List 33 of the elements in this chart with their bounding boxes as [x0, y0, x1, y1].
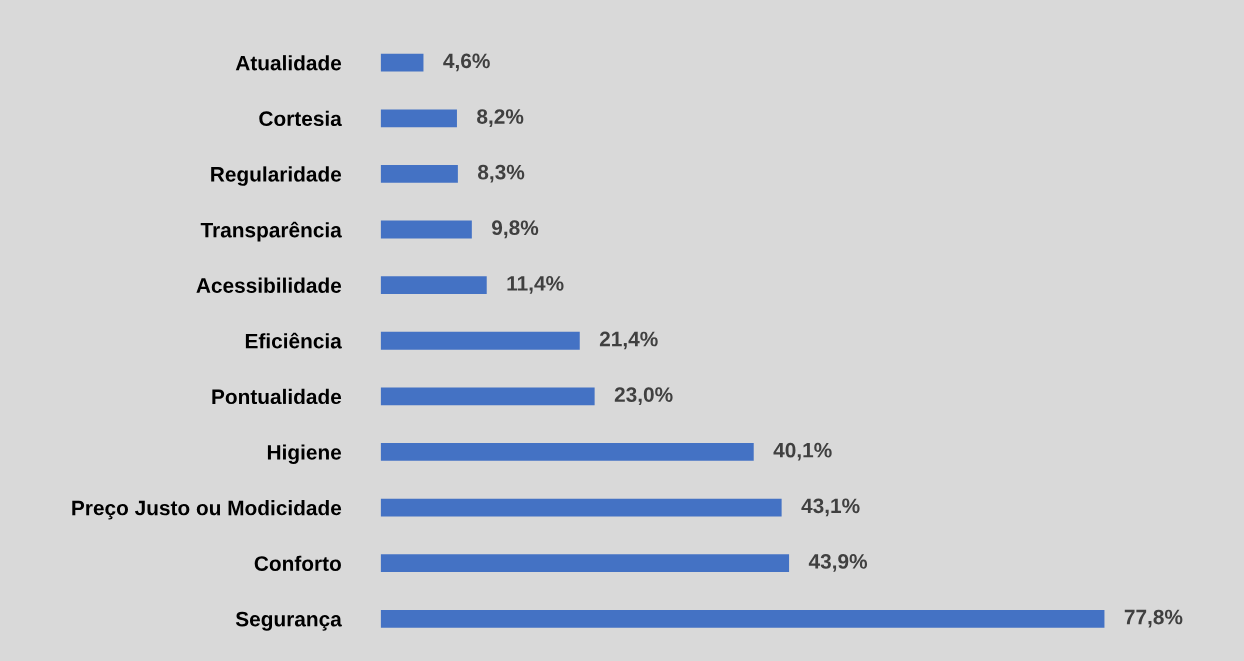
data-label: 21,4%: [599, 331, 658, 350]
data-label: 8,2%: [477, 109, 524, 127]
y-tick-label: Conforto: [254, 555, 341, 571]
bar: [380, 109, 457, 128]
y-tick-label: Atualidade: [235, 55, 342, 71]
y-tick-label: Eficiência: [245, 332, 342, 349]
y-tick-label: Cortesia: [259, 110, 342, 127]
bar: [380, 53, 424, 72]
y-tick-label: Transparência: [200, 221, 342, 242]
y-tick-label: Acessibilidade: [196, 277, 342, 293]
data-label: 43,1%: [801, 498, 860, 517]
bar: [380, 609, 1105, 628]
bar: [380, 443, 754, 461]
y-tick-label: Regularidade: [211, 166, 342, 186]
data-label: 4,6%: [443, 53, 490, 72]
y-tick-label: Segurança: [235, 611, 342, 631]
data-label: 23,0%: [614, 387, 673, 405]
data-label: 11,4%: [507, 276, 564, 294]
bar: [380, 387, 595, 406]
data-label: 8,3%: [477, 164, 525, 183]
y-tick-label: Pontualidade: [212, 388, 342, 405]
data-label: 43,9%: [808, 554, 868, 572]
y-tick-label: Preço Justo ou Modicidade: [72, 500, 342, 520]
bar: [380, 276, 487, 295]
data-label: 40,1%: [773, 442, 832, 461]
bar: [380, 498, 782, 517]
data-label: 77,8%: [1124, 609, 1183, 628]
bar: [380, 220, 472, 239]
y-tick-label: Higiene: [267, 444, 342, 464]
bar: [380, 554, 790, 573]
bar: [380, 165, 458, 183]
bar: [380, 331, 580, 350]
data-label: 9,8%: [492, 220, 539, 239]
